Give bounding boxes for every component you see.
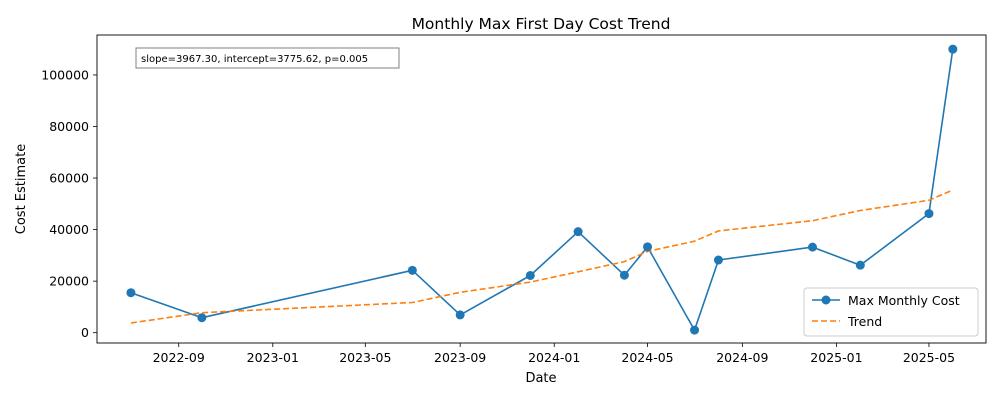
legend-label-max-monthly-cost: Max Monthly Cost [848, 293, 960, 308]
annotation-frame [135, 47, 400, 69]
series-lines [130, 49, 954, 331]
data-point-max-monthly-cost [855, 260, 865, 270]
x-tick-label: 2024-09 [716, 350, 768, 365]
annotation-text: slope=3967.30, intercept=3775.62, p=0.00… [141, 54, 368, 65]
annotation-box: slope=3967.30, intercept=3775.62, p=0.00… [135, 47, 400, 69]
x-tick-label: 2024-05 [621, 350, 673, 365]
y-tick-label: 80000 [49, 119, 89, 134]
data-point-max-monthly-cost [619, 270, 629, 280]
y-tick-label: 0 [81, 325, 89, 340]
y-tick-label: 60000 [49, 171, 89, 186]
plot-area [96, 34, 987, 344]
series-markers [126, 44, 958, 335]
series-line-max-monthly-cost [130, 49, 954, 331]
x-tick-label: 2023-01 [247, 350, 299, 365]
x-tick-label: 2025-01 [810, 350, 862, 365]
legend-frame [803, 287, 979, 337]
data-point-max-monthly-cost [690, 325, 700, 335]
x-tick-label: 2023-05 [339, 350, 391, 365]
data-point-max-monthly-cost [924, 209, 934, 219]
x-tick-label: 2025-05 [903, 350, 955, 365]
data-point-max-monthly-cost [808, 242, 818, 252]
data-point-max-monthly-cost [407, 265, 417, 275]
y-axis-ticks: 0 20000 40000 60000 80000 100000 [41, 67, 97, 340]
chart-title: Monthly Max First Day Cost Trend [412, 15, 671, 33]
x-axis-ticks: 2022-09 2023-01 2023-05 2023-09 2024-01 2024-… [153, 343, 955, 365]
data-point-max-monthly-cost [525, 270, 535, 280]
data-point-max-monthly-cost [643, 242, 653, 252]
data-point-max-monthly-cost [126, 288, 136, 298]
x-tick-label: 2024-01 [528, 350, 580, 365]
x-tick-label: 2023-09 [434, 350, 486, 365]
y-tick-label: 20000 [49, 274, 89, 289]
y-tick-label: 40000 [49, 222, 89, 237]
data-point-max-monthly-cost [573, 227, 583, 237]
data-point-max-monthly-cost [197, 313, 207, 323]
y-tick-label: 100000 [41, 67, 89, 82]
plot-frame [96, 34, 987, 344]
series-line-trend [130, 189, 954, 324]
data-point-max-monthly-cost [713, 255, 723, 265]
x-tick-label: 2022-09 [153, 350, 205, 365]
data-point-max-monthly-cost [948, 44, 958, 54]
data-point-max-monthly-cost [455, 310, 465, 320]
legend-label-trend: Trend [847, 314, 882, 329]
y-axis-label: Cost Estimate [14, 144, 29, 234]
legend: Max Monthly Cost Trend [803, 287, 979, 337]
legend-marker-max-monthly-cost [821, 295, 831, 305]
x-axis-label: Date [525, 371, 556, 386]
